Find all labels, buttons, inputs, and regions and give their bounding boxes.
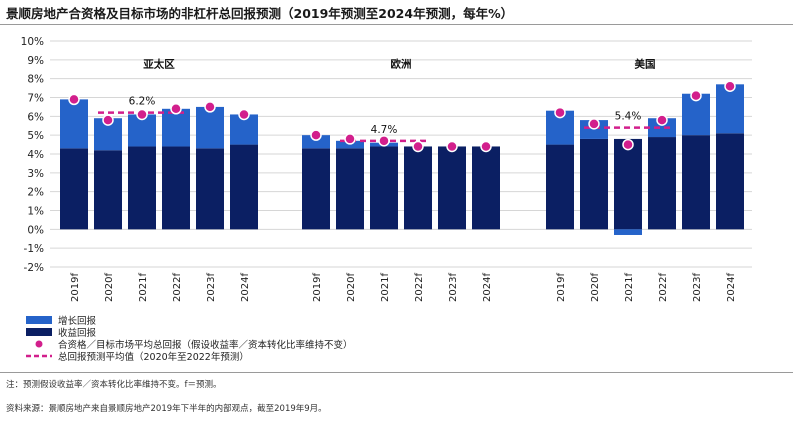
category-label: 2024f: [482, 273, 493, 302]
growth-bar: [196, 106, 224, 149]
y-tick-label: -2%: [24, 262, 44, 274]
total-dot: [102, 114, 114, 126]
total-dot: [310, 129, 322, 141]
y-tick-label: 7%: [27, 93, 44, 105]
legend-income-swatch: [26, 328, 52, 336]
category-label: 2021f: [380, 273, 391, 302]
category-label: 2023f: [692, 273, 703, 302]
income-bar: [128, 146, 156, 230]
category-label: 2024f: [726, 273, 737, 302]
total-dot: [724, 80, 736, 92]
legend: 增长回报收益回报合资格／目标市场平均总回报（假设收益率／资本转化比率维持不变）总…: [26, 315, 353, 363]
category-label: 2019f: [312, 273, 323, 302]
category-label: 2020f: [346, 273, 357, 302]
income-bar: [162, 146, 190, 230]
category-label: 2024f: [240, 273, 251, 302]
total-dot: [588, 118, 600, 130]
frame-top-divider: [0, 24, 793, 25]
legend-total-label: 合资格／目标市场平均总回报（假设收益率／资本转化比率维持不变）: [58, 339, 353, 351]
total-dot: [554, 106, 566, 119]
total-dot: [204, 101, 216, 113]
total-dot: [136, 108, 148, 121]
income-bar: [682, 135, 710, 230]
income-bar: [94, 150, 122, 230]
growth-bar: [648, 118, 676, 138]
y-tick-label: 0%: [27, 224, 44, 236]
category-label: 2020f: [590, 273, 601, 302]
total-dot: [656, 114, 668, 126]
total-dot: [344, 133, 356, 145]
region-label: 亚太区: [143, 57, 175, 70]
frame-bottom-divider: [0, 372, 793, 373]
average-label: 4.7%: [371, 124, 398, 136]
growth-bar: [162, 108, 190, 147]
category-label: 2023f: [206, 273, 217, 302]
category-label: 2022f: [658, 273, 669, 302]
y-tick-label: 8%: [27, 74, 44, 86]
income-bar: [302, 148, 330, 230]
y-tick-label: 5%: [27, 130, 44, 142]
income-bar: [196, 148, 224, 230]
income-bar: [716, 133, 744, 230]
category-label: 2019f: [556, 273, 567, 302]
total-dot: [378, 135, 390, 147]
total-dot: [238, 108, 250, 121]
income-bar: [230, 144, 258, 230]
income-bar: [546, 144, 574, 230]
income-bar: [614, 138, 642, 230]
legend-income-label: 收益回报: [58, 327, 97, 339]
chart-title: 景顺房地产合资格及目标市场的非杠杆总回报预测（2019年预测至2024年预测，每…: [6, 6, 514, 21]
legend-growth-swatch: [26, 316, 52, 324]
y-tick-label: -1%: [24, 243, 44, 255]
income-bar: [648, 137, 676, 230]
labels: 亚太区 2019f 2020f 2021f 2022f 2023f 2024f 6.2% 欧洲 2…: [70, 57, 737, 302]
category-label: 2022f: [172, 273, 183, 302]
total-dot: [480, 140, 492, 153]
bars: [60, 84, 744, 235]
category-label: 2022f: [414, 273, 425, 302]
region-label: 美国: [635, 57, 656, 70]
y-tick-label: 10%: [21, 36, 44, 48]
growth-bar: [302, 135, 330, 149]
income-bar: [370, 146, 398, 230]
legend-total-marker: [35, 340, 43, 348]
region-label: 欧洲: [391, 57, 412, 70]
y-tick-label: 6%: [27, 111, 44, 123]
category-label: 2019f: [70, 273, 81, 302]
income-bar: [472, 146, 500, 230]
y-tick-label: 1%: [27, 206, 44, 218]
y-tick-label: 2%: [27, 187, 44, 199]
income-bar: [336, 148, 364, 230]
total-dot: [690, 89, 702, 102]
total-dot: [68, 93, 80, 106]
income-bar: [438, 146, 466, 230]
total-dot: [170, 103, 182, 115]
average-label: 6.2%: [129, 96, 156, 108]
category-label: 2020f: [104, 273, 115, 302]
legend-avg-label: 总回报预测平均值（2020年至2022年预测）: [58, 351, 249, 363]
y-axis-ticks: 10% 9% 8% 7% 6% 5% 4% 3% 2% 1% 0% -1% -2%: [21, 36, 44, 274]
growth-bar: [614, 229, 642, 235]
total-dot: [446, 140, 458, 153]
average-label: 5.4%: [615, 111, 642, 123]
y-tick-label: 4%: [27, 149, 44, 161]
growth-bar: [716, 84, 744, 134]
y-tick-label: 3%: [27, 168, 44, 180]
total-dot: [412, 140, 424, 153]
total-return-dots: [68, 80, 736, 153]
income-bar: [580, 138, 608, 230]
total-dot: [622, 138, 634, 151]
category-label: 2021f: [138, 273, 149, 302]
footnote: 注：预测假设收益率／资本转化比率维持不变。f＝预测。: [6, 380, 222, 390]
growth-bar: [60, 99, 88, 149]
category-label: 2023f: [448, 273, 459, 302]
legend-growth-label: 增长回报: [58, 315, 97, 327]
category-label: 2021f: [624, 273, 635, 302]
source-note: 资料来源：景顺房地产来自景顺房地产2019年下半年的内部观点，截至2019年9月…: [6, 404, 327, 414]
income-bar: [404, 146, 432, 230]
income-bar: [60, 148, 88, 230]
chart-plot: 10% 9% 8% 7% 6% 5% 4% 3% 2% 1% 0% -1% -2% 亚太区 2019f 20…: [21, 36, 752, 363]
y-tick-label: 9%: [27, 55, 44, 67]
